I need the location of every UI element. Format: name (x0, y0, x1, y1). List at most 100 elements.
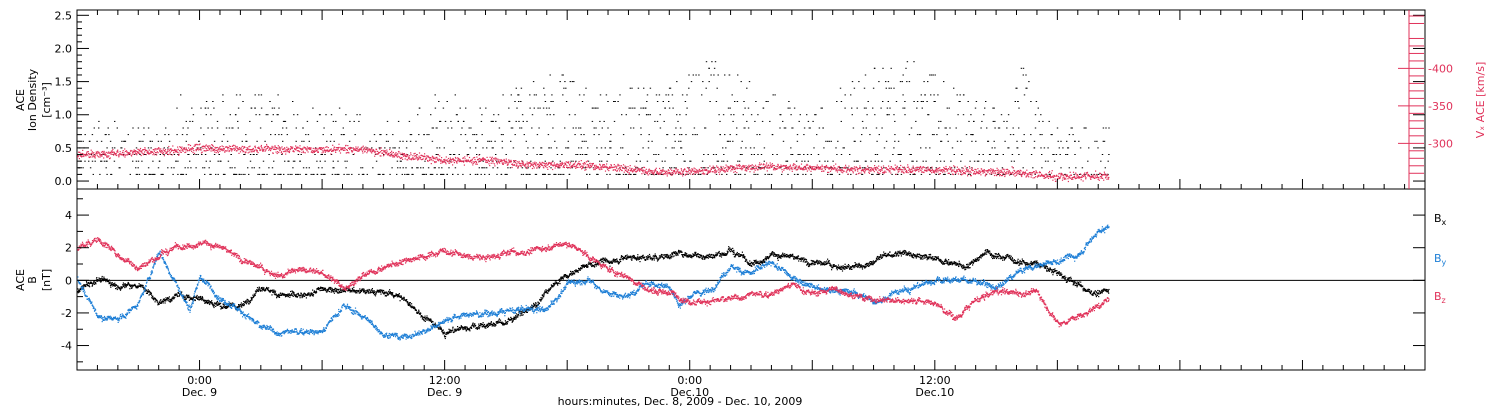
density-point (768, 173, 771, 175)
vx-point (273, 148, 275, 150)
vx-point (400, 157, 403, 159)
density-point (494, 140, 496, 142)
vx-point (245, 151, 247, 153)
vx-point (1002, 173, 1004, 175)
vx-point (335, 149, 337, 151)
b-point (108, 281, 110, 283)
density-point (906, 61, 909, 63)
vx-point (962, 167, 964, 169)
vx-point (581, 168, 583, 170)
density-point (772, 94, 774, 96)
density-point (289, 173, 291, 175)
vx-point (873, 171, 875, 173)
b-point (135, 285, 137, 287)
density-point (977, 160, 980, 162)
density-point (230, 154, 232, 155)
density-point (557, 167, 559, 169)
vx-point (522, 163, 524, 166)
density-point (181, 134, 184, 136)
vx-point (999, 170, 1001, 172)
b-point (219, 305, 221, 307)
density-point (888, 114, 890, 116)
vx-point (738, 167, 740, 169)
density-point (994, 120, 996, 122)
vx-point (378, 152, 380, 154)
vx-point (870, 169, 872, 171)
density-point (467, 154, 470, 155)
b-point (123, 285, 125, 288)
density-point (804, 160, 806, 162)
density-point (944, 173, 946, 175)
vx-point (230, 148, 232, 150)
vx-point (1052, 179, 1054, 181)
b-point (91, 285, 93, 287)
vx-point (991, 171, 993, 173)
density-point (438, 101, 440, 102)
vx-point (1085, 178, 1087, 180)
vx-point (688, 169, 690, 172)
vx-point (713, 167, 715, 170)
vx-point (421, 159, 423, 161)
vx-point (993, 174, 996, 177)
vx-point (879, 169, 881, 171)
vx-point (964, 165, 966, 167)
vx-point (207, 146, 209, 148)
vx-point (982, 170, 984, 172)
vx-point (234, 149, 236, 151)
b-point (117, 286, 119, 288)
vx-point (617, 168, 619, 170)
vx-point (809, 165, 811, 167)
vx-point (668, 171, 671, 174)
vx-point (344, 147, 346, 150)
density-point (402, 140, 404, 142)
density-point (144, 154, 146, 155)
vx-point (616, 170, 618, 172)
vx-point (344, 149, 346, 151)
vx-point (472, 157, 475, 159)
density-point (724, 134, 726, 136)
density-point (1020, 67, 1023, 69)
vx-point (579, 166, 581, 168)
density-point (935, 173, 937, 175)
density-point (293, 114, 295, 116)
density-point (619, 94, 621, 96)
b-point (101, 277, 103, 279)
density-point (856, 160, 858, 162)
density-point (974, 107, 977, 109)
b-point (130, 285, 132, 287)
vx-point (1025, 175, 1028, 177)
vx-point (995, 170, 997, 172)
density-point (420, 167, 422, 169)
vx-point (758, 164, 760, 166)
density-point (300, 154, 302, 155)
density-point (549, 74, 551, 76)
density-point (840, 120, 842, 122)
density-point (814, 114, 816, 116)
density-point (739, 154, 742, 155)
density-point (581, 101, 584, 102)
b-point (171, 300, 173, 302)
density-point (1057, 140, 1059, 142)
b-point (172, 297, 174, 299)
vx-point (366, 149, 368, 151)
vx-point (503, 162, 505, 164)
b-point (95, 278, 98, 280)
vx-point (521, 162, 523, 164)
density-point (550, 167, 552, 169)
vx-point (437, 154, 439, 156)
density-point (338, 173, 340, 175)
vx-point (898, 167, 900, 169)
density-point (943, 81, 945, 83)
vx-point (392, 155, 394, 157)
vx-point (1078, 176, 1080, 178)
vx-point (859, 167, 861, 170)
density-point (277, 94, 279, 96)
density-point (722, 114, 725, 116)
vx-point (592, 162, 594, 165)
vx-point (599, 164, 601, 166)
density-point (123, 140, 125, 142)
vx-point (753, 168, 755, 170)
density-point (209, 160, 211, 162)
vx-point (911, 171, 914, 173)
vx-point (882, 172, 884, 174)
